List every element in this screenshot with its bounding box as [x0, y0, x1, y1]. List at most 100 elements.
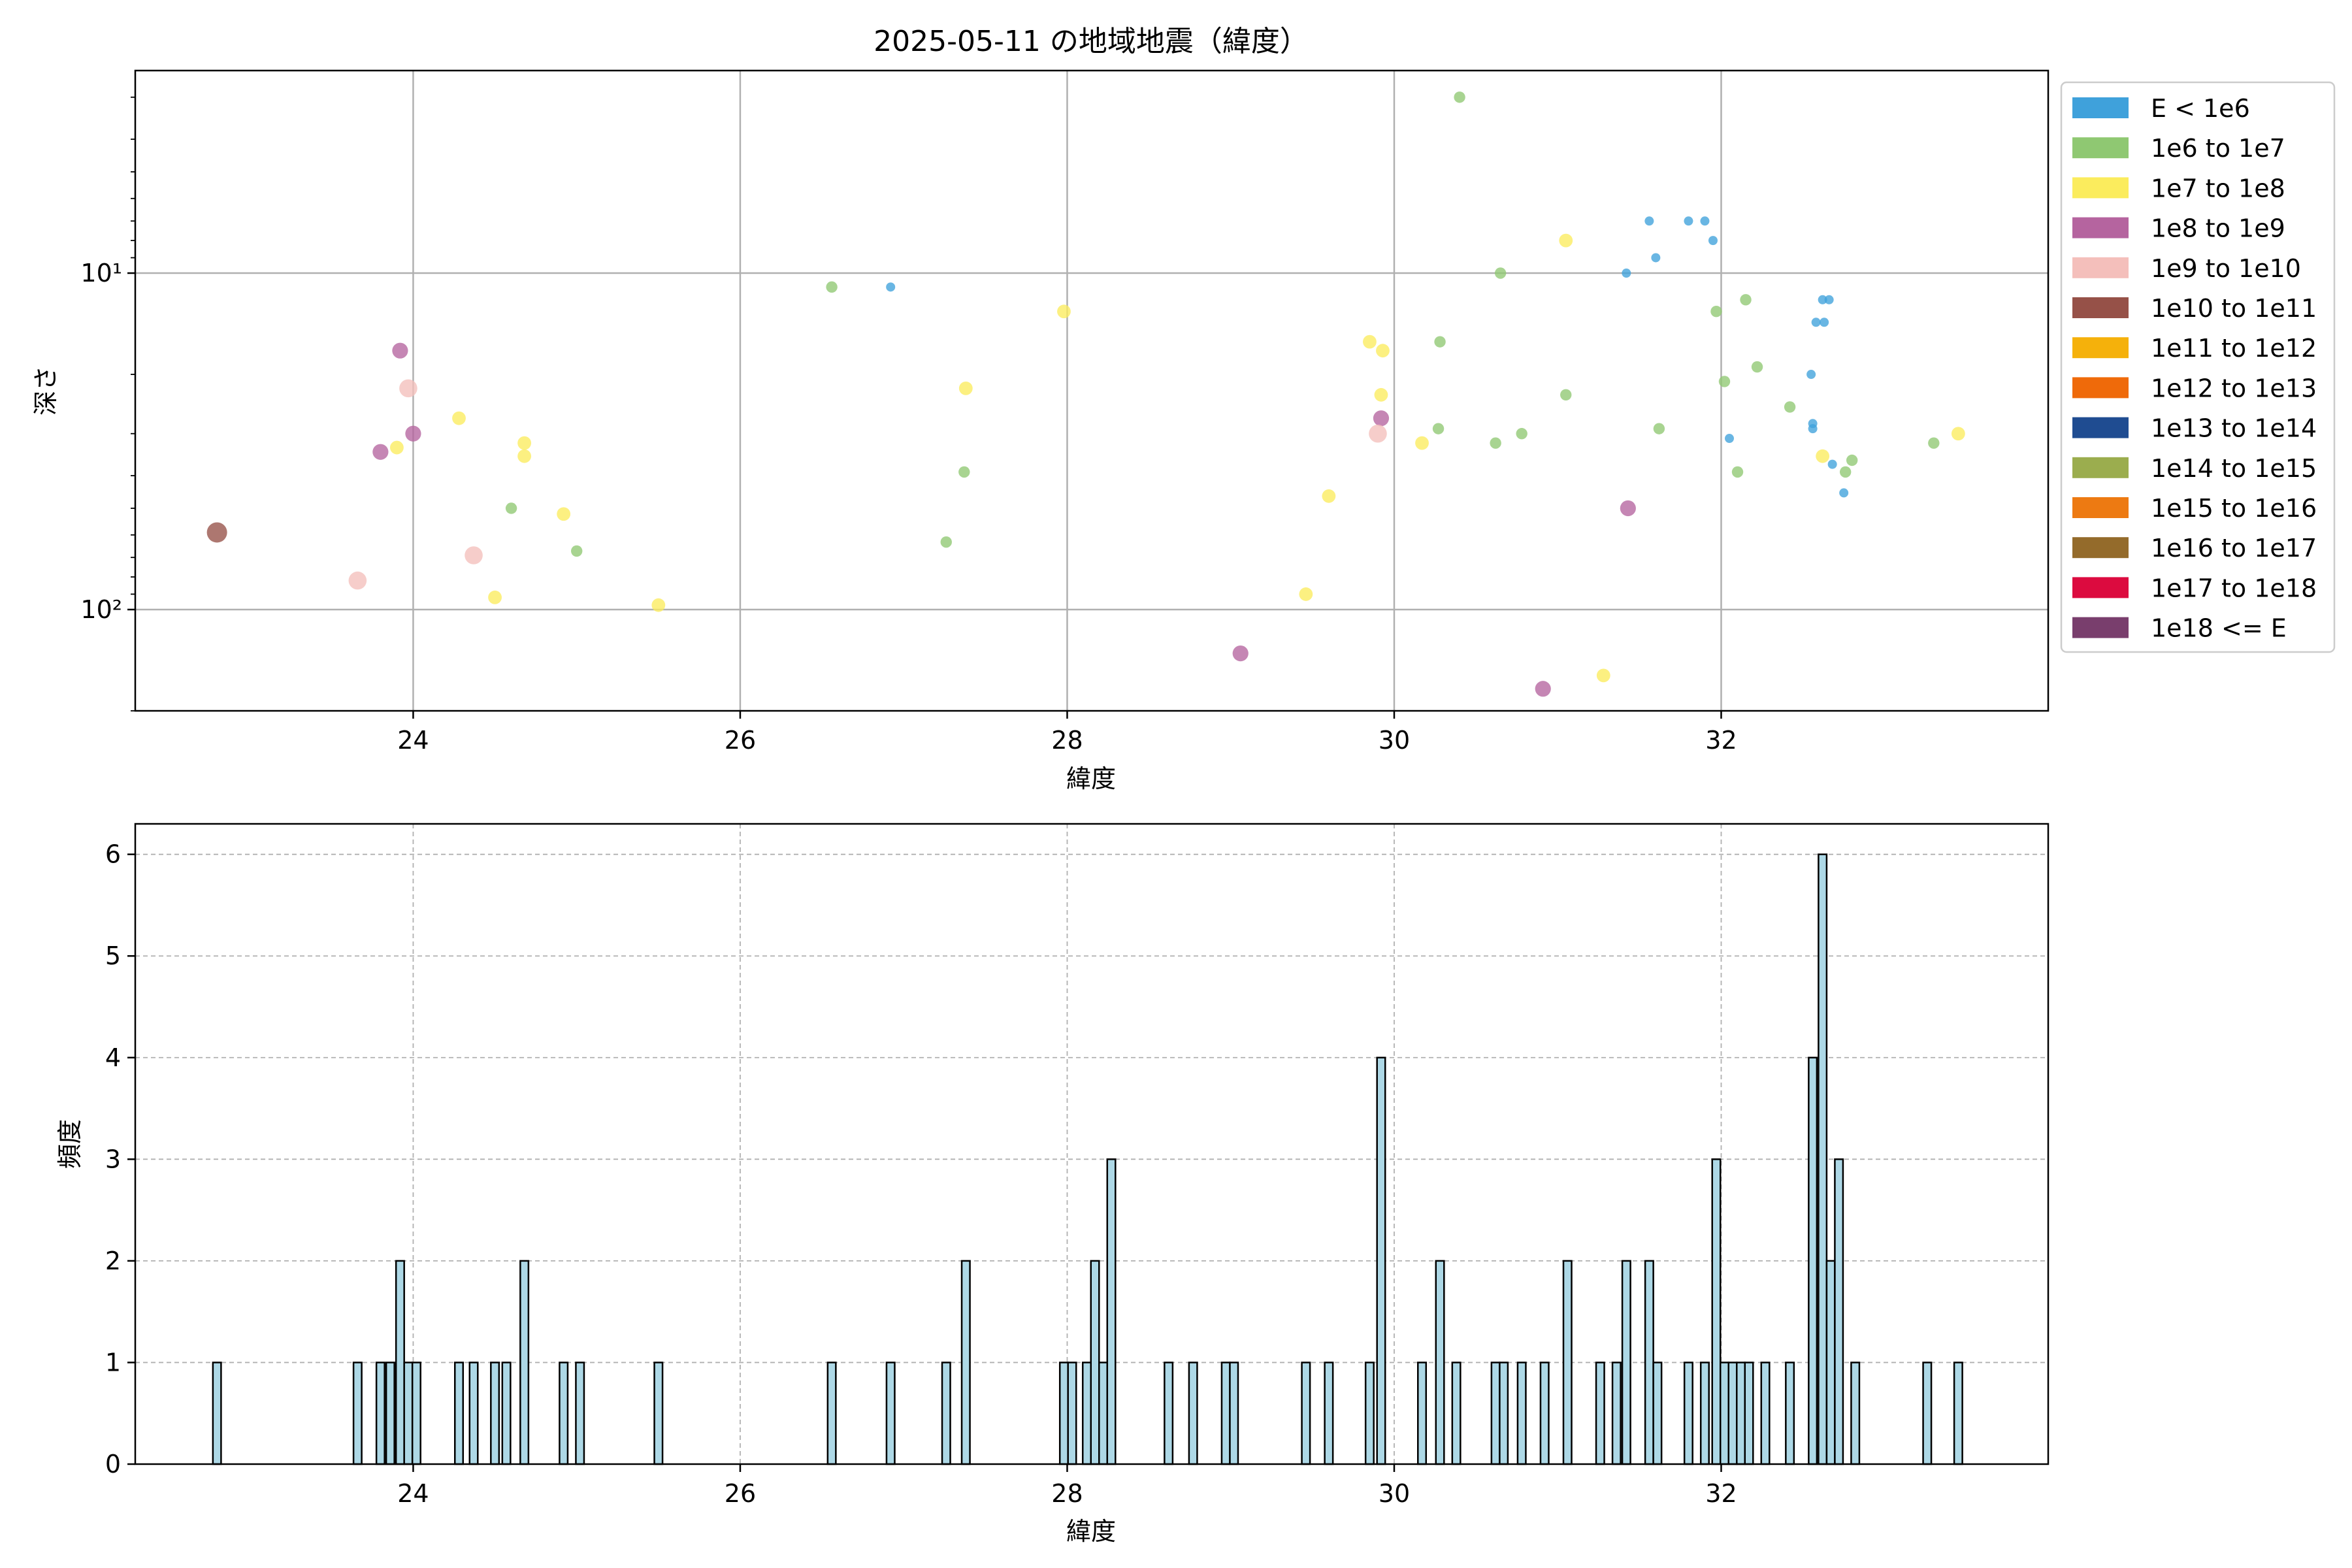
scatter-point: [372, 444, 389, 460]
legend-frame: [2060, 81, 2336, 653]
histogram-bar: [1644, 1260, 1654, 1465]
scatter-point: [940, 536, 952, 548]
scatter-point: [452, 411, 466, 425]
histogram-bar: [403, 1362, 414, 1465]
histogram-bar: [1324, 1362, 1334, 1465]
histogram-y-tick-label: 1: [105, 1348, 121, 1377]
legend-swatch: [2072, 377, 2129, 399]
scatter-point: [465, 546, 483, 564]
scatter-x-axis-label: 緯度: [1066, 764, 1116, 793]
histogram-bar: [1164, 1362, 1174, 1465]
scatter-point: [557, 507, 571, 521]
scatter-point: [1839, 488, 1849, 498]
legend-swatch: [2072, 257, 2129, 278]
legend-label: 1e6 to 1e7: [2151, 134, 2285, 163]
histogram-y-tick-label: 2: [105, 1247, 121, 1275]
histogram-bar: [1595, 1362, 1605, 1465]
legend-swatch: [2072, 297, 2129, 318]
scatter-point: [958, 466, 970, 478]
histogram-y-tick-label: 4: [105, 1043, 121, 1072]
scatter-point: [1708, 236, 1718, 246]
histogram-y-ticks: 0 1 2 3 4 5 6: [105, 840, 135, 1478]
histogram-bar: [212, 1362, 222, 1465]
histogram-bar: [1417, 1362, 1428, 1465]
scatter-point: [1299, 587, 1313, 601]
histogram-bar: [1719, 1362, 1729, 1465]
legend: E < 1e6 1e6 to 1e7 1e7 to 1e8 1e8 to 1e9 1e9…: [2060, 81, 2336, 653]
scatter-point: [392, 342, 408, 359]
histogram-bar: [375, 1362, 385, 1465]
legend-label: 1e14 to 1e15: [2151, 454, 2317, 483]
scatter-point: [1784, 401, 1796, 413]
histogram-bar: [1220, 1362, 1231, 1465]
legend-label: 1e17 to 1e18: [2151, 574, 2317, 602]
histogram-bar: [1067, 1362, 1077, 1465]
histogram-bar: [454, 1362, 465, 1465]
histogram-bar: [352, 1362, 363, 1465]
histogram-bar: [1834, 1158, 1844, 1465]
histogram-bar: [1744, 1362, 1754, 1465]
legend-label: 1e11 to 1e12: [2151, 334, 2317, 363]
scatter-point: [1369, 424, 1387, 443]
scatter-point: [1516, 428, 1527, 440]
histogram-bar: [1499, 1362, 1509, 1465]
histogram-x-tick-label: 32: [1705, 1479, 1737, 1508]
legend-swatch: [2072, 337, 2129, 359]
histogram-bar: [1699, 1362, 1710, 1465]
scatter-point: [1596, 668, 1610, 683]
histogram-bar: [1229, 1362, 1239, 1465]
histogram-bar: [559, 1362, 569, 1465]
histogram-x-tick-label: 30: [1379, 1479, 1410, 1508]
legend-label: 1e8 to 1e9: [2151, 214, 2285, 243]
scatter-x-ticks: 24 26 28 30 32: [397, 711, 1737, 755]
histogram-bar: [1090, 1260, 1100, 1465]
scatter-point: [1434, 336, 1446, 348]
scatter-point: [390, 440, 404, 455]
histogram-bar: [1711, 1158, 1722, 1465]
histogram-bar: [1785, 1362, 1795, 1465]
scatter-point: [517, 449, 532, 463]
histogram-bar: [385, 1362, 395, 1465]
legend-swatch: [2072, 497, 2129, 518]
histogram-bar: [501, 1362, 512, 1465]
histogram-bar: [1376, 1056, 1386, 1465]
scatter-x-tick-label: 28: [1051, 726, 1083, 755]
scatter-point: [1820, 318, 1829, 327]
scatter-point: [1839, 466, 1852, 478]
scatter-point: [505, 502, 517, 514]
histogram-bar: [1808, 1056, 1818, 1465]
legend-swatch: [2072, 177, 2129, 199]
histogram-bar: [395, 1260, 405, 1465]
scatter-point: [1560, 389, 1572, 401]
histogram-bar: [468, 1362, 479, 1465]
histogram-bar: [1364, 1362, 1375, 1465]
legend-swatch: [2072, 577, 2129, 598]
scatter-point: [1725, 434, 1734, 444]
scatter-point: [826, 281, 838, 293]
histogram-bar: [1825, 1260, 1836, 1465]
scatter-point: [1818, 295, 1827, 304]
legend-swatch: [2072, 617, 2129, 638]
histogram-bar: [1081, 1362, 1092, 1465]
legend-label: 1e16 to 1e17: [2151, 534, 2317, 563]
histogram-y-axis-label: 頻度: [56, 1119, 84, 1169]
histogram-bar: [1683, 1362, 1693, 1465]
histogram-x-tick-label: 24: [397, 1479, 429, 1508]
scatter-point: [1057, 304, 1071, 319]
histogram-bar: [885, 1362, 896, 1465]
scatter-plot-frame: [134, 69, 2050, 712]
scatter-point: [348, 571, 367, 590]
histogram-bar: [1098, 1362, 1109, 1465]
scatter-point: [1731, 466, 1744, 478]
histogram-x-axis-label: 緯度: [1066, 1517, 1116, 1546]
histogram-bar: [1736, 1362, 1746, 1465]
scatter-point: [405, 425, 421, 442]
histogram-bar: [1451, 1362, 1462, 1465]
scatter-grid: [135, 71, 2048, 711]
scatter-y-tick-label: 10¹: [80, 259, 122, 287]
scatter-x-tick-label: 26: [725, 726, 756, 755]
histogram-bar: [1760, 1362, 1771, 1465]
scatter-point: [958, 381, 973, 395]
histogram-bar: [575, 1362, 585, 1465]
scatter-y-axis-label: 深さ: [31, 366, 60, 416]
